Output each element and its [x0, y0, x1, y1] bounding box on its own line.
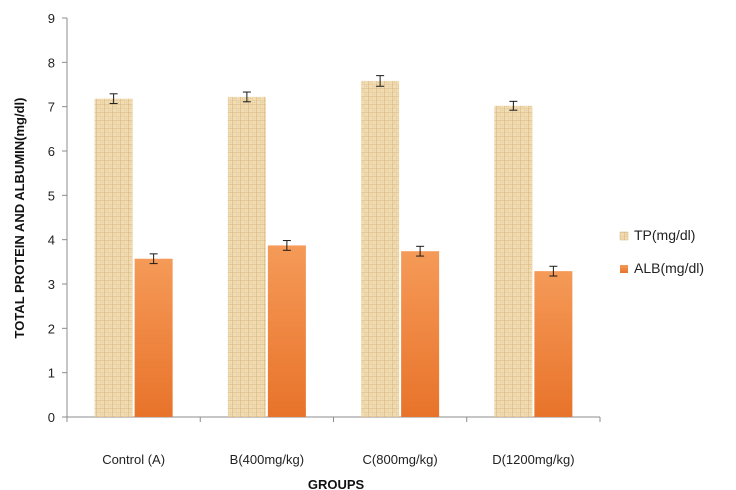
bar-alb: [534, 271, 573, 417]
legend-swatch: [620, 265, 628, 273]
bar-alb: [401, 251, 440, 417]
x-tick-label: D(1200mg/kg): [492, 452, 574, 467]
bar-tp: [361, 80, 400, 417]
y-tick-label: 4: [48, 233, 55, 248]
y-tick-label: 3: [48, 277, 55, 292]
y-tick-label: 6: [48, 144, 55, 159]
bar-tp: [494, 105, 533, 417]
x-tick-label: B(400mg/kg): [230, 452, 304, 467]
bar-alb: [267, 245, 306, 417]
y-tick-label: 7: [48, 100, 55, 115]
error-bars: [109, 75, 558, 277]
y-tick-label: 0: [48, 410, 55, 425]
y-axis-title: TOTAL PROTEIN AND ALBUMIN(mg/dl): [12, 98, 27, 339]
x-tick-label: C(800mg/kg): [363, 452, 438, 467]
x-axis: Control (A) B(400mg/kg) C(800mg/kg) D(1200m…: [66, 416, 601, 467]
y-tick-label: 9: [48, 11, 55, 26]
y-tick-label: 5: [48, 188, 55, 203]
legend-label: ALB(mg/dl): [634, 260, 704, 276]
x-axis-title: GROUPS: [308, 477, 365, 490]
bars: [94, 80, 573, 417]
bar-alb: [134, 258, 173, 417]
legend: TP(mg/dl) ALB(mg/dl): [619, 227, 704, 276]
y-tick-label: 8: [48, 55, 55, 70]
bar-tp: [94, 98, 133, 417]
bar-tp: [227, 96, 266, 417]
y-tick-label: 1: [48, 366, 55, 381]
legend-swatch: [619, 231, 629, 241]
x-tick-label: Control (A): [102, 452, 165, 467]
y-axis: 0 1 2 3 4 5 6 7 8 9: [48, 11, 68, 425]
y-tick-label: 2: [48, 321, 55, 336]
legend-label: TP(mg/dl): [634, 227, 695, 243]
